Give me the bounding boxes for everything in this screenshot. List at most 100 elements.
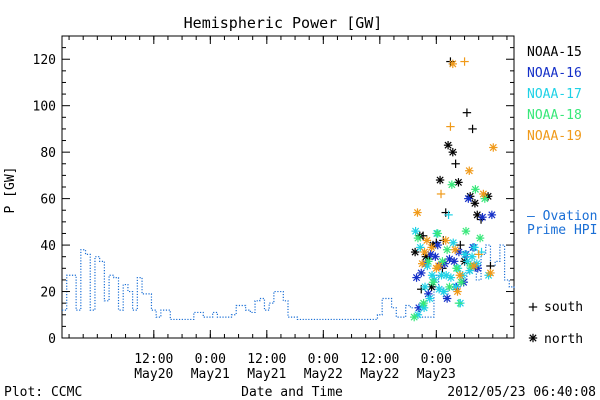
north-point bbox=[431, 252, 440, 261]
x-tick-date: May22 bbox=[304, 367, 343, 382]
north-point bbox=[448, 59, 457, 69]
south-point bbox=[444, 210, 453, 220]
north-point bbox=[478, 213, 487, 222]
north-point bbox=[469, 261, 479, 271]
south-label: south bbox=[544, 300, 583, 315]
y-tick-label: 80 bbox=[40, 146, 56, 161]
x-tick-time: 12:00 bbox=[360, 352, 399, 367]
y-tick-label: 20 bbox=[40, 286, 56, 301]
legend-noaa-15: NOAA-15 bbox=[527, 45, 582, 60]
north-point bbox=[427, 243, 436, 252]
y-axis-label: P [GW] bbox=[3, 167, 18, 214]
legend-noaa-18: NOAA-18 bbox=[527, 108, 582, 123]
north-point bbox=[457, 278, 466, 287]
footer-timestamp: 2012/05/23 06:40:08 bbox=[447, 385, 596, 400]
ovation-legend-line2: Prime HPI bbox=[527, 223, 597, 238]
north-point bbox=[467, 252, 477, 261]
y-tick-label: 0 bbox=[48, 332, 56, 347]
legend-noaa-17: NOAA-17 bbox=[527, 87, 582, 102]
north-label: north bbox=[544, 332, 583, 347]
x-tick-time: 12:00 bbox=[134, 352, 173, 367]
y-tick-label: 100 bbox=[33, 100, 56, 115]
north-point bbox=[452, 264, 461, 273]
north-point bbox=[455, 271, 465, 280]
south-point bbox=[474, 250, 483, 259]
x-axis: 12:00May200:00May2112:00May210:00May2212… bbox=[68, 36, 508, 382]
chart-title: Hemispheric Power [GW] bbox=[184, 14, 383, 32]
north-point bbox=[460, 250, 470, 259]
x-tick-time: 0:00 bbox=[195, 352, 226, 367]
north-point bbox=[471, 185, 480, 194]
north-point bbox=[449, 238, 458, 247]
ovation-legend-line1: — Ovation bbox=[527, 209, 597, 224]
north-point bbox=[411, 226, 420, 236]
north-point bbox=[450, 257, 459, 266]
north-point bbox=[447, 180, 457, 189]
x-tick-date: May22 bbox=[360, 367, 399, 382]
north-point bbox=[442, 245, 452, 254]
x-tick-date: May20 bbox=[134, 367, 173, 382]
x-tick-time: 0:00 bbox=[308, 352, 339, 367]
north-point bbox=[441, 236, 450, 245]
south-point bbox=[436, 189, 446, 199]
series-noaa-19 bbox=[413, 57, 498, 296]
north-point bbox=[486, 268, 495, 278]
north-point bbox=[420, 247, 429, 257]
north-point bbox=[409, 312, 419, 322]
legend-noaa-19: NOAA-19 bbox=[527, 129, 582, 144]
x-tick-date: May21 bbox=[191, 367, 230, 382]
legend: NOAA-15 NOAA-16 NOAA-17 NOAA-18 NOAA-19 bbox=[527, 45, 582, 144]
north-point bbox=[433, 229, 442, 238]
north-point bbox=[425, 294, 434, 303]
south-point bbox=[462, 108, 472, 117]
north-point bbox=[413, 208, 422, 217]
south-point bbox=[451, 159, 460, 168]
south-point bbox=[456, 240, 465, 250]
north-point bbox=[479, 189, 488, 199]
x-tick-date: May21 bbox=[247, 367, 286, 382]
north-point bbox=[450, 245, 460, 254]
legend-noaa-16: NOAA-16 bbox=[527, 66, 582, 81]
north-point bbox=[413, 233, 423, 243]
north-point bbox=[435, 175, 445, 185]
y-tick-label: 40 bbox=[40, 239, 56, 254]
x-tick-time: 0:00 bbox=[421, 352, 452, 367]
north-point bbox=[417, 268, 426, 278]
south-marker bbox=[528, 302, 538, 312]
north-point bbox=[465, 166, 474, 175]
marker-legend-south: south bbox=[528, 300, 583, 315]
north-point bbox=[420, 282, 430, 292]
north-marker-icon bbox=[528, 333, 538, 343]
south-point bbox=[446, 122, 455, 131]
plot-frame bbox=[61, 35, 515, 339]
satellite-points bbox=[409, 57, 498, 322]
north-point bbox=[446, 273, 456, 282]
north-point bbox=[434, 261, 443, 271]
north-point bbox=[453, 287, 462, 296]
x-tick-time: 12:00 bbox=[247, 352, 286, 367]
x-axis-label: Date and Time bbox=[241, 385, 343, 400]
north-point bbox=[428, 278, 438, 287]
y-tick-label: 120 bbox=[33, 53, 56, 68]
north-point bbox=[487, 210, 497, 220]
north-point bbox=[489, 143, 498, 152]
north-point bbox=[438, 257, 447, 266]
x-tick-date: May23 bbox=[417, 367, 456, 382]
north-point bbox=[442, 294, 452, 303]
north-point bbox=[448, 147, 457, 157]
north-point bbox=[419, 298, 428, 308]
y-axis: 0 20 40 60 80 100 120 bbox=[33, 47, 514, 347]
north-point bbox=[470, 199, 480, 208]
north-point bbox=[433, 240, 442, 250]
south-point bbox=[468, 124, 477, 134]
north-point bbox=[417, 259, 427, 268]
footer-credit: Plot: CCMC bbox=[4, 385, 82, 400]
north-point bbox=[424, 257, 433, 266]
north-point bbox=[470, 243, 479, 252]
north-point bbox=[443, 140, 453, 150]
north-point bbox=[475, 233, 485, 243]
south-marker-icon bbox=[528, 302, 538, 312]
north-point bbox=[445, 282, 454, 292]
marker-legend-north: north bbox=[528, 332, 583, 347]
north-point bbox=[422, 236, 432, 245]
